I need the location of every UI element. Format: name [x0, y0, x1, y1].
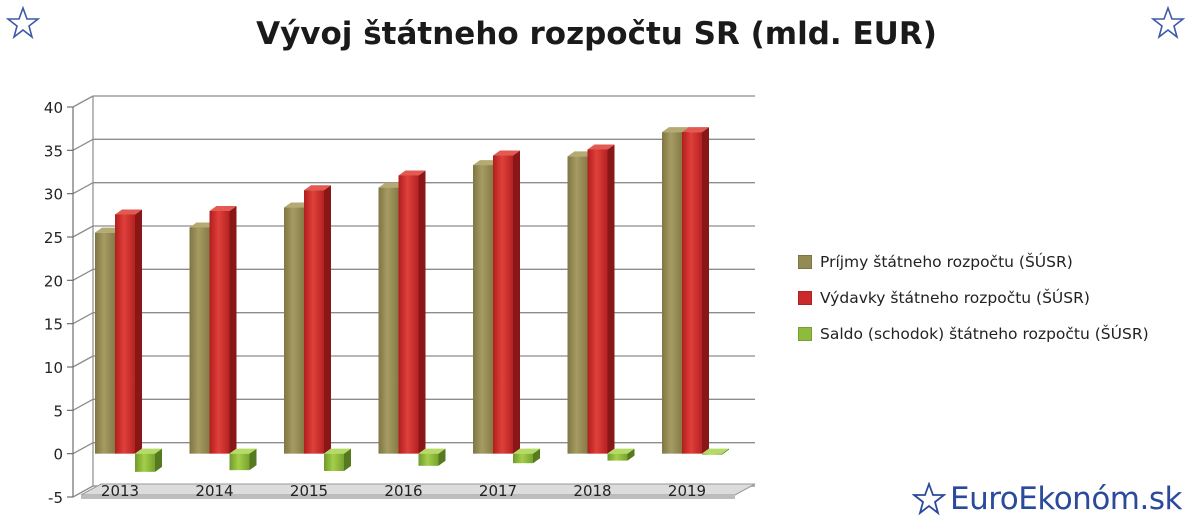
legend-label-balance: Saldo (schodok) štátneho rozpočtu (ŠÚSR) [820, 325, 1149, 343]
gridline-depth [72, 268, 94, 281]
bar-top-balance-2013 [135, 448, 162, 454]
x-tick-label: 2017 [479, 482, 517, 500]
bar-top-expenses-2016 [398, 170, 426, 176]
floor-front [81, 495, 735, 499]
bar-income-2016 [378, 187, 399, 454]
gridline-depth [72, 95, 94, 108]
bar-top-expenses-2013 [115, 209, 142, 215]
bar-top-expenses-2015 [304, 185, 331, 191]
bar-expenses-2015 [304, 190, 324, 454]
bar-balance-2017 [513, 453, 533, 464]
bar-balance-2014 [229, 453, 250, 471]
bar-side-expenses-2016 [418, 170, 426, 454]
bar-side-balance-2017 [533, 448, 540, 464]
bar-side-expenses-2018 [607, 144, 615, 454]
star-icon [912, 482, 946, 516]
gridline-depth [72, 485, 94, 498]
bar-top-balance-2018 [607, 448, 635, 454]
gridline-depth [72, 398, 94, 411]
bar-balance-2015 [324, 453, 344, 471]
bar-expenses-2017 [493, 155, 513, 454]
gridline-depth [72, 312, 94, 325]
x-tick-label: 2014 [195, 482, 233, 500]
y-tick-label: -5 [48, 489, 63, 507]
bar-balance-2018 [607, 453, 628, 461]
bar-balance-2013 [135, 453, 155, 472]
y-tick-label: 25 [44, 229, 63, 247]
y-tick-label: 5 [53, 402, 63, 420]
legend-item-expenses: Výdavky štátneho rozpočtu (ŠÚSR) [798, 280, 1149, 316]
y-axis: -5 0 5 10 15 20 25 30 35 40 [44, 96, 94, 507]
y-tick-label: 30 [44, 186, 63, 204]
bar-side-expenses-2015 [324, 185, 331, 454]
gridline-depth [72, 138, 94, 151]
bar-top-expenses-2014 [209, 206, 237, 211]
y-tick-label: 15 [44, 316, 63, 334]
bar-top-balance-2017 [513, 448, 540, 454]
x-axis-floor [80, 483, 756, 499]
bar-top-balance-2014 [229, 448, 257, 454]
bar-balance-2019 [702, 453, 722, 455]
bar-income-2017 [473, 165, 493, 454]
y-tick-label: 0 [53, 446, 63, 464]
bar-expenses-2013 [115, 214, 135, 454]
y-tick-label: 35 [44, 142, 63, 160]
bar-top-expenses-2017 [493, 150, 520, 156]
legend-swatch-balance [798, 327, 812, 341]
bar-top-balance-2015 [324, 448, 351, 454]
gridline-depth [72, 182, 94, 195]
bar-top-balance-2016 [418, 448, 446, 454]
bar-top-expenses-2019 [682, 127, 709, 133]
bar-expenses-2019 [682, 132, 702, 454]
bar-side-expenses-2013 [135, 209, 142, 454]
x-axis-labels: 2013 2014 2015 2016 2017 2018 2019 [101, 482, 706, 500]
bar-income-2018 [567, 156, 588, 454]
legend-item-balance: Saldo (schodok) štátneho rozpočtu (ŠÚSR) [798, 316, 1149, 352]
x-tick-label: 2019 [668, 482, 706, 500]
x-tick-label: 2013 [101, 482, 139, 500]
brand-name: EuroEkonóm.sk [950, 481, 1182, 517]
chart-title: Vývoj štátneho rozpočtu SR (mld. EUR) [256, 16, 937, 52]
bar-side-balance-2019 [722, 448, 729, 455]
y-tick-label: 20 [44, 272, 63, 290]
bar-top-balance-2019 [702, 448, 729, 454]
bar-side-balance-2018 [627, 448, 635, 461]
bar-expenses-2016 [398, 175, 419, 454]
legend-label-expenses: Výdavky štátneho rozpočtu (ŠÚSR) [820, 289, 1090, 307]
brand-logo: EuroEkonóm.sk [912, 481, 1182, 517]
bar-income-2015 [284, 207, 304, 454]
bar-side-expenses-2014 [229, 206, 237, 454]
bar-top-income-2019 [662, 127, 689, 133]
bar-income-2013 [95, 232, 115, 454]
legend: Príjmy štátneho rozpočtu (ŠÚSR) Výdavky … [798, 244, 1149, 352]
bars [95, 127, 729, 472]
legend-swatch-income [798, 255, 812, 269]
legend-swatch-expenses [798, 291, 812, 305]
star-icon-top-left [6, 6, 40, 40]
bar-side-balance-2014 [249, 448, 257, 471]
bar-balance-2016 [418, 453, 439, 466]
gridline-depth [72, 442, 94, 455]
bar-income-2019 [662, 132, 682, 454]
star-icon-top-right [1151, 6, 1185, 40]
gridline-depth [72, 225, 94, 238]
bar-top-expenses-2018 [587, 144, 615, 150]
x-tick-label: 2015 [290, 482, 328, 500]
bar-side-balance-2013 [155, 448, 162, 472]
y-tick-label: 40 [44, 99, 63, 117]
legend-item-income: Príjmy štátneho rozpočtu (ŠÚSR) [798, 244, 1149, 280]
bar-income-2014 [189, 227, 210, 454]
y-tick-label: 10 [44, 359, 63, 377]
legend-label-income: Príjmy štátneho rozpočtu (ŠÚSR) [820, 253, 1073, 271]
bar-side-expenses-2017 [513, 150, 520, 454]
x-tick-label: 2018 [573, 482, 611, 500]
bar-expenses-2014 [209, 211, 230, 454]
bar-expenses-2018 [587, 149, 608, 454]
gridline-depth [72, 355, 94, 368]
x-tick-label: 2016 [384, 482, 422, 500]
bar-side-balance-2016 [438, 448, 446, 466]
bar-side-expenses-2019 [702, 127, 709, 454]
bar-side-balance-2015 [344, 448, 351, 471]
